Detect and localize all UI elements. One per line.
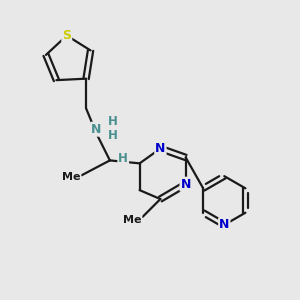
Text: Me: Me (62, 172, 80, 182)
Text: H: H (118, 152, 128, 164)
Text: N: N (91, 123, 102, 136)
Text: S: S (62, 29, 71, 42)
Text: N: N (155, 142, 166, 155)
Text: H: H (108, 115, 118, 128)
Text: H: H (108, 129, 118, 142)
Text: N: N (219, 218, 230, 231)
Text: N: N (181, 178, 191, 191)
Text: Me: Me (123, 215, 141, 225)
